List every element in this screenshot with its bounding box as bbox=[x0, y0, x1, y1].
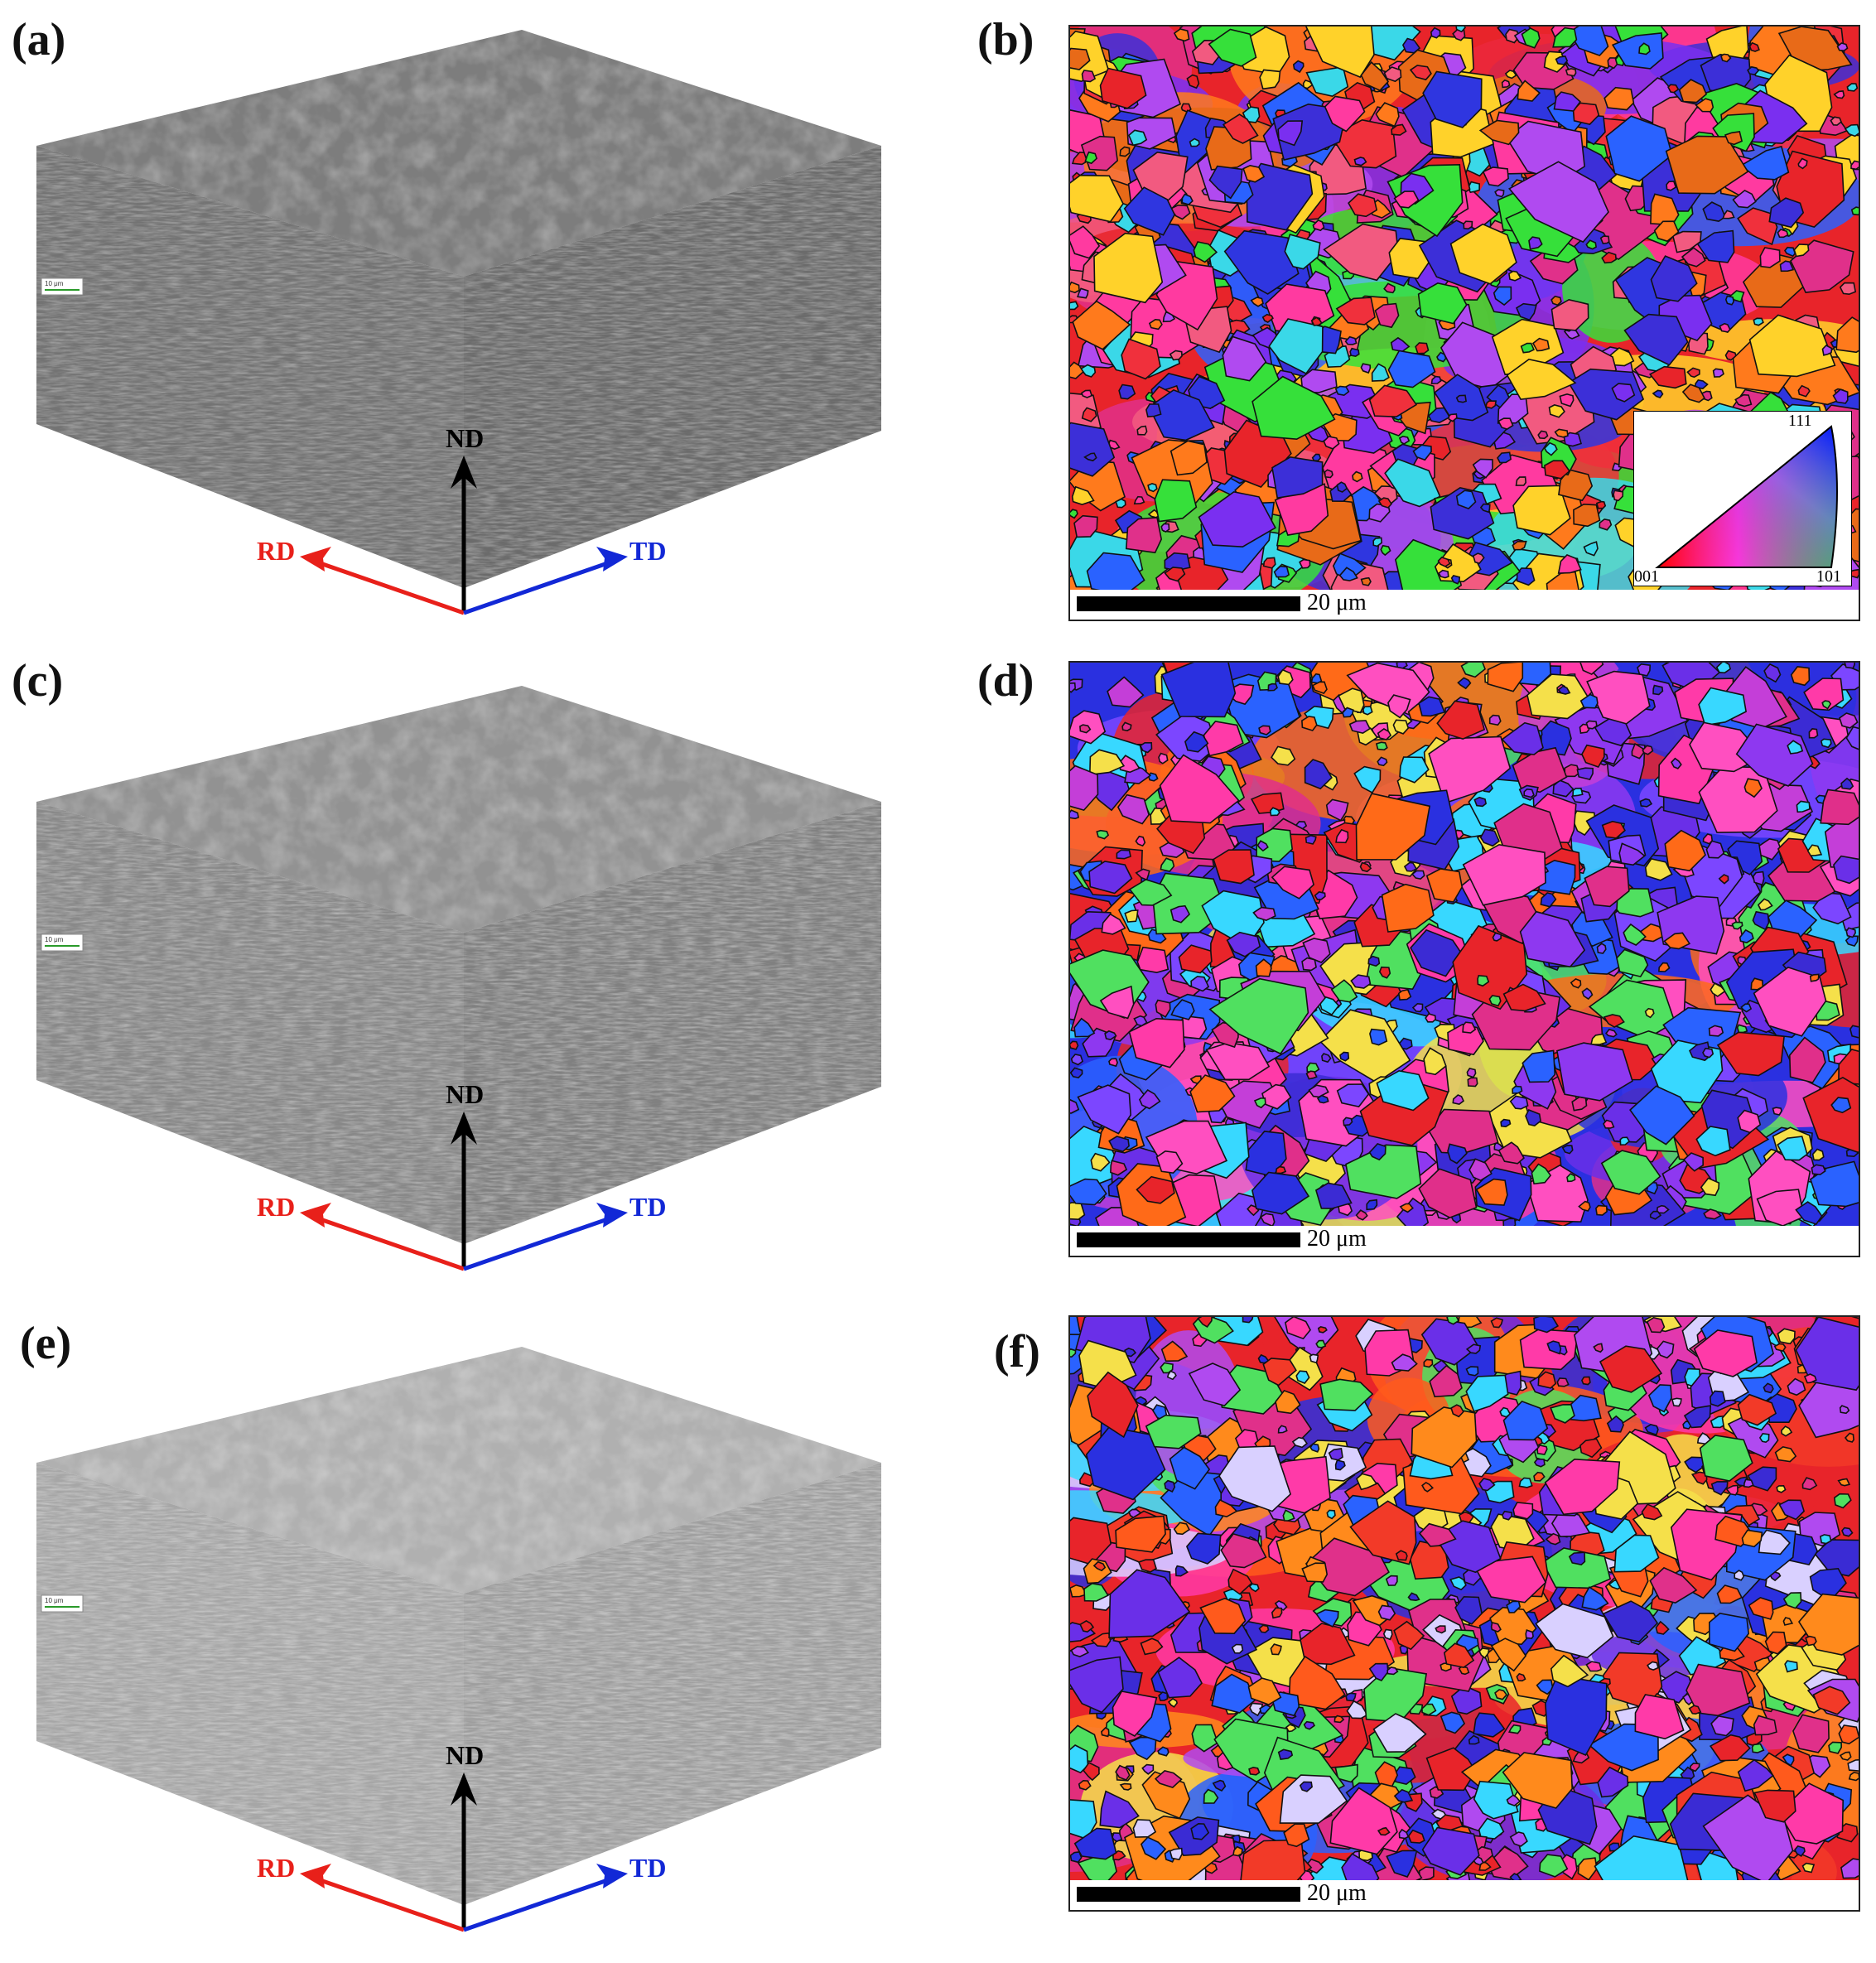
axis-label-nd: ND bbox=[446, 1079, 484, 1109]
axis-triad: ND RD TD bbox=[257, 423, 666, 615]
sem-cube-e: 10 μm ND RD TD bbox=[36, 1347, 881, 1932]
panel-label-e: (e) bbox=[20, 1318, 72, 1369]
td-arrow-icon bbox=[596, 1864, 628, 1888]
cube-scale-bar: 10 μm bbox=[41, 277, 84, 296]
scale-bar-label: 20 μm bbox=[1307, 590, 1367, 615]
axis-triad: ND RD TD bbox=[257, 1079, 666, 1271]
ipf-label-101: 101 bbox=[1816, 567, 1841, 586]
panel-label-f: (f) bbox=[994, 1326, 1040, 1377]
ebsd-map-d: 20 μm bbox=[1068, 661, 1860, 1257]
panel-label-a: (a) bbox=[12, 14, 66, 65]
ebsd-map-b: 20 μm 111 001 101 bbox=[1068, 25, 1860, 621]
cube-scale-bar: 10 μm bbox=[41, 933, 84, 952]
rd-arrow-icon bbox=[300, 1203, 331, 1227]
ebsd-map-f: 20 μm bbox=[1068, 1315, 1860, 1912]
svg-text:10 μm: 10 μm bbox=[45, 1597, 64, 1604]
axis-label-rd: RD bbox=[257, 1853, 295, 1883]
sem-cube-a: 10 μm ND RD TD bbox=[36, 30, 881, 615]
sem-cube-c: 10 μm ND RD TD bbox=[36, 686, 881, 1271]
axis-label-rd: RD bbox=[257, 536, 295, 566]
cube-scale-bar: 10 μm bbox=[41, 1594, 84, 1613]
axis-triad: ND RD TD bbox=[257, 1740, 666, 1932]
scale-bar-label: 20 μm bbox=[1307, 1880, 1367, 1906]
axis-label-td: TD bbox=[629, 1853, 666, 1883]
ipf-label-111: 111 bbox=[1788, 412, 1812, 430]
panel-label-c: (c) bbox=[12, 655, 64, 707]
ipf-color-key: 111 001 101 bbox=[1633, 411, 1852, 586]
td-arrow-icon bbox=[596, 547, 628, 572]
axis-label-nd: ND bbox=[446, 423, 484, 453]
ipf-label-001: 001 bbox=[1634, 567, 1659, 586]
td-arrow-icon bbox=[596, 1203, 628, 1227]
scale-bar bbox=[1077, 1887, 1300, 1902]
nd-arrow-icon bbox=[451, 1112, 477, 1145]
axis-label-td: TD bbox=[629, 536, 666, 566]
scale-bar-label: 20 μm bbox=[1307, 1226, 1367, 1252]
scale-bar bbox=[1077, 596, 1300, 611]
axis-label-rd: RD bbox=[257, 1192, 295, 1222]
ipf-triangle-icon bbox=[1655, 425, 1838, 568]
axis-label-nd: ND bbox=[446, 1740, 484, 1770]
panel-label-d: (d) bbox=[977, 655, 1034, 707]
rd-arrow-icon bbox=[300, 547, 331, 572]
nd-arrow-icon bbox=[451, 1772, 477, 1806]
panel-label-b: (b) bbox=[977, 14, 1034, 65]
nd-arrow-icon bbox=[451, 456, 477, 489]
axis-label-td: TD bbox=[629, 1192, 666, 1222]
rd-arrow-icon bbox=[300, 1864, 331, 1888]
svg-text:10 μm: 10 μm bbox=[45, 936, 64, 943]
svg-text:10 μm: 10 μm bbox=[45, 280, 64, 287]
scale-bar bbox=[1077, 1232, 1300, 1247]
